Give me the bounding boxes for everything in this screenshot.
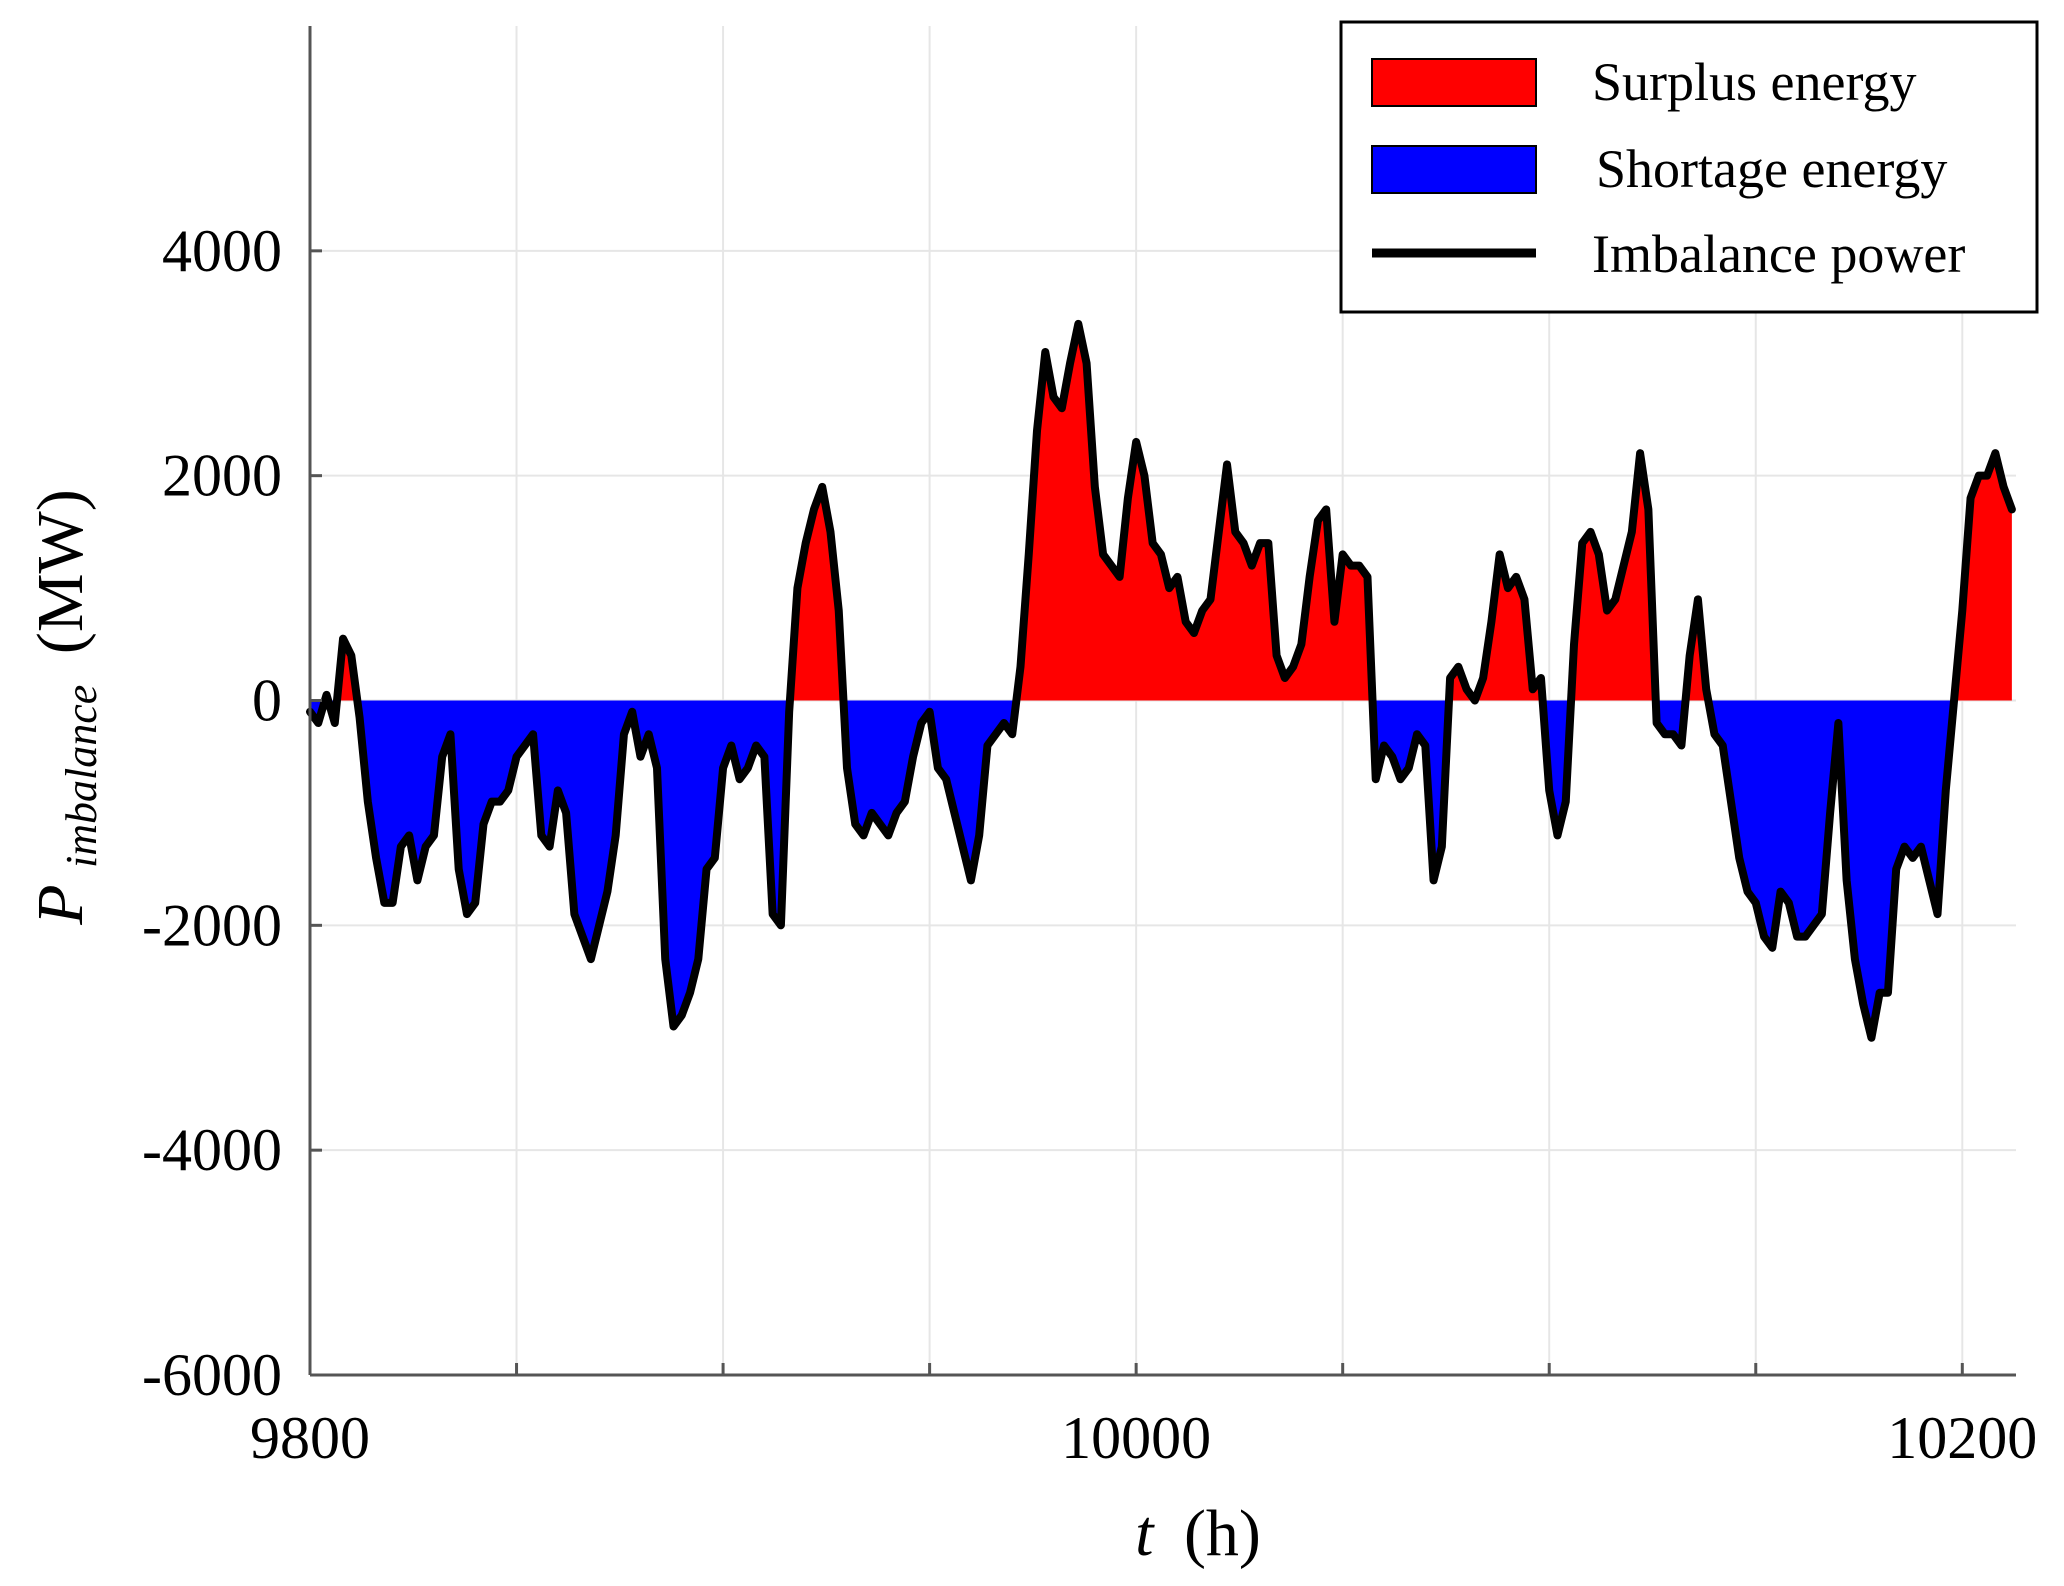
imbalance-power-line: [306, 319, 2016, 1042]
y-tick-label: 2000: [162, 443, 282, 509]
legend-swatch-surplus: [1371, 58, 1537, 107]
x-tick-label: 9800: [250, 1405, 370, 1471]
x-axis-unit: (h): [1184, 1497, 1261, 1570]
legend-label-surplus: Surplus energy: [1592, 52, 1916, 112]
y-axis-sub: imbalance: [57, 685, 106, 868]
axes: [308, 26, 2016, 1377]
y-tick-label: 4000: [162, 218, 282, 284]
x-axis-var: t: [1135, 1497, 1155, 1570]
y-tick-label: -6000: [142, 1342, 282, 1408]
surplus-energy-area: [310, 323, 2012, 701]
y-tick-label: -4000: [142, 1117, 282, 1183]
y-axis-var: P: [24, 884, 97, 925]
y-axis-unit: (MW): [24, 489, 97, 654]
legend-label-imbalance: Imbalance power: [1592, 224, 1965, 284]
x-tick-label: 10200: [1887, 1405, 2037, 1471]
x-axis-title: t (h): [1135, 1497, 1261, 1570]
legend-swatch-shortage: [1371, 145, 1537, 194]
y-tick-label: 0: [252, 668, 282, 734]
x-tick-label: 10000: [1061, 1405, 1211, 1471]
y-tick-label: -2000: [142, 892, 282, 958]
legend: Surplus energy Shortage energy Imbalance…: [1339, 20, 2039, 314]
tick-labels: 9800 10000 10200 4000 2000 0 -2000 -4000 -6000: [142, 218, 2037, 1471]
y-axis-title: P imbalance (MW): [24, 489, 111, 926]
legend-label-shortage: Shortage energy: [1596, 139, 1947, 199]
imbalance-line-layer: [306, 319, 2016, 1042]
